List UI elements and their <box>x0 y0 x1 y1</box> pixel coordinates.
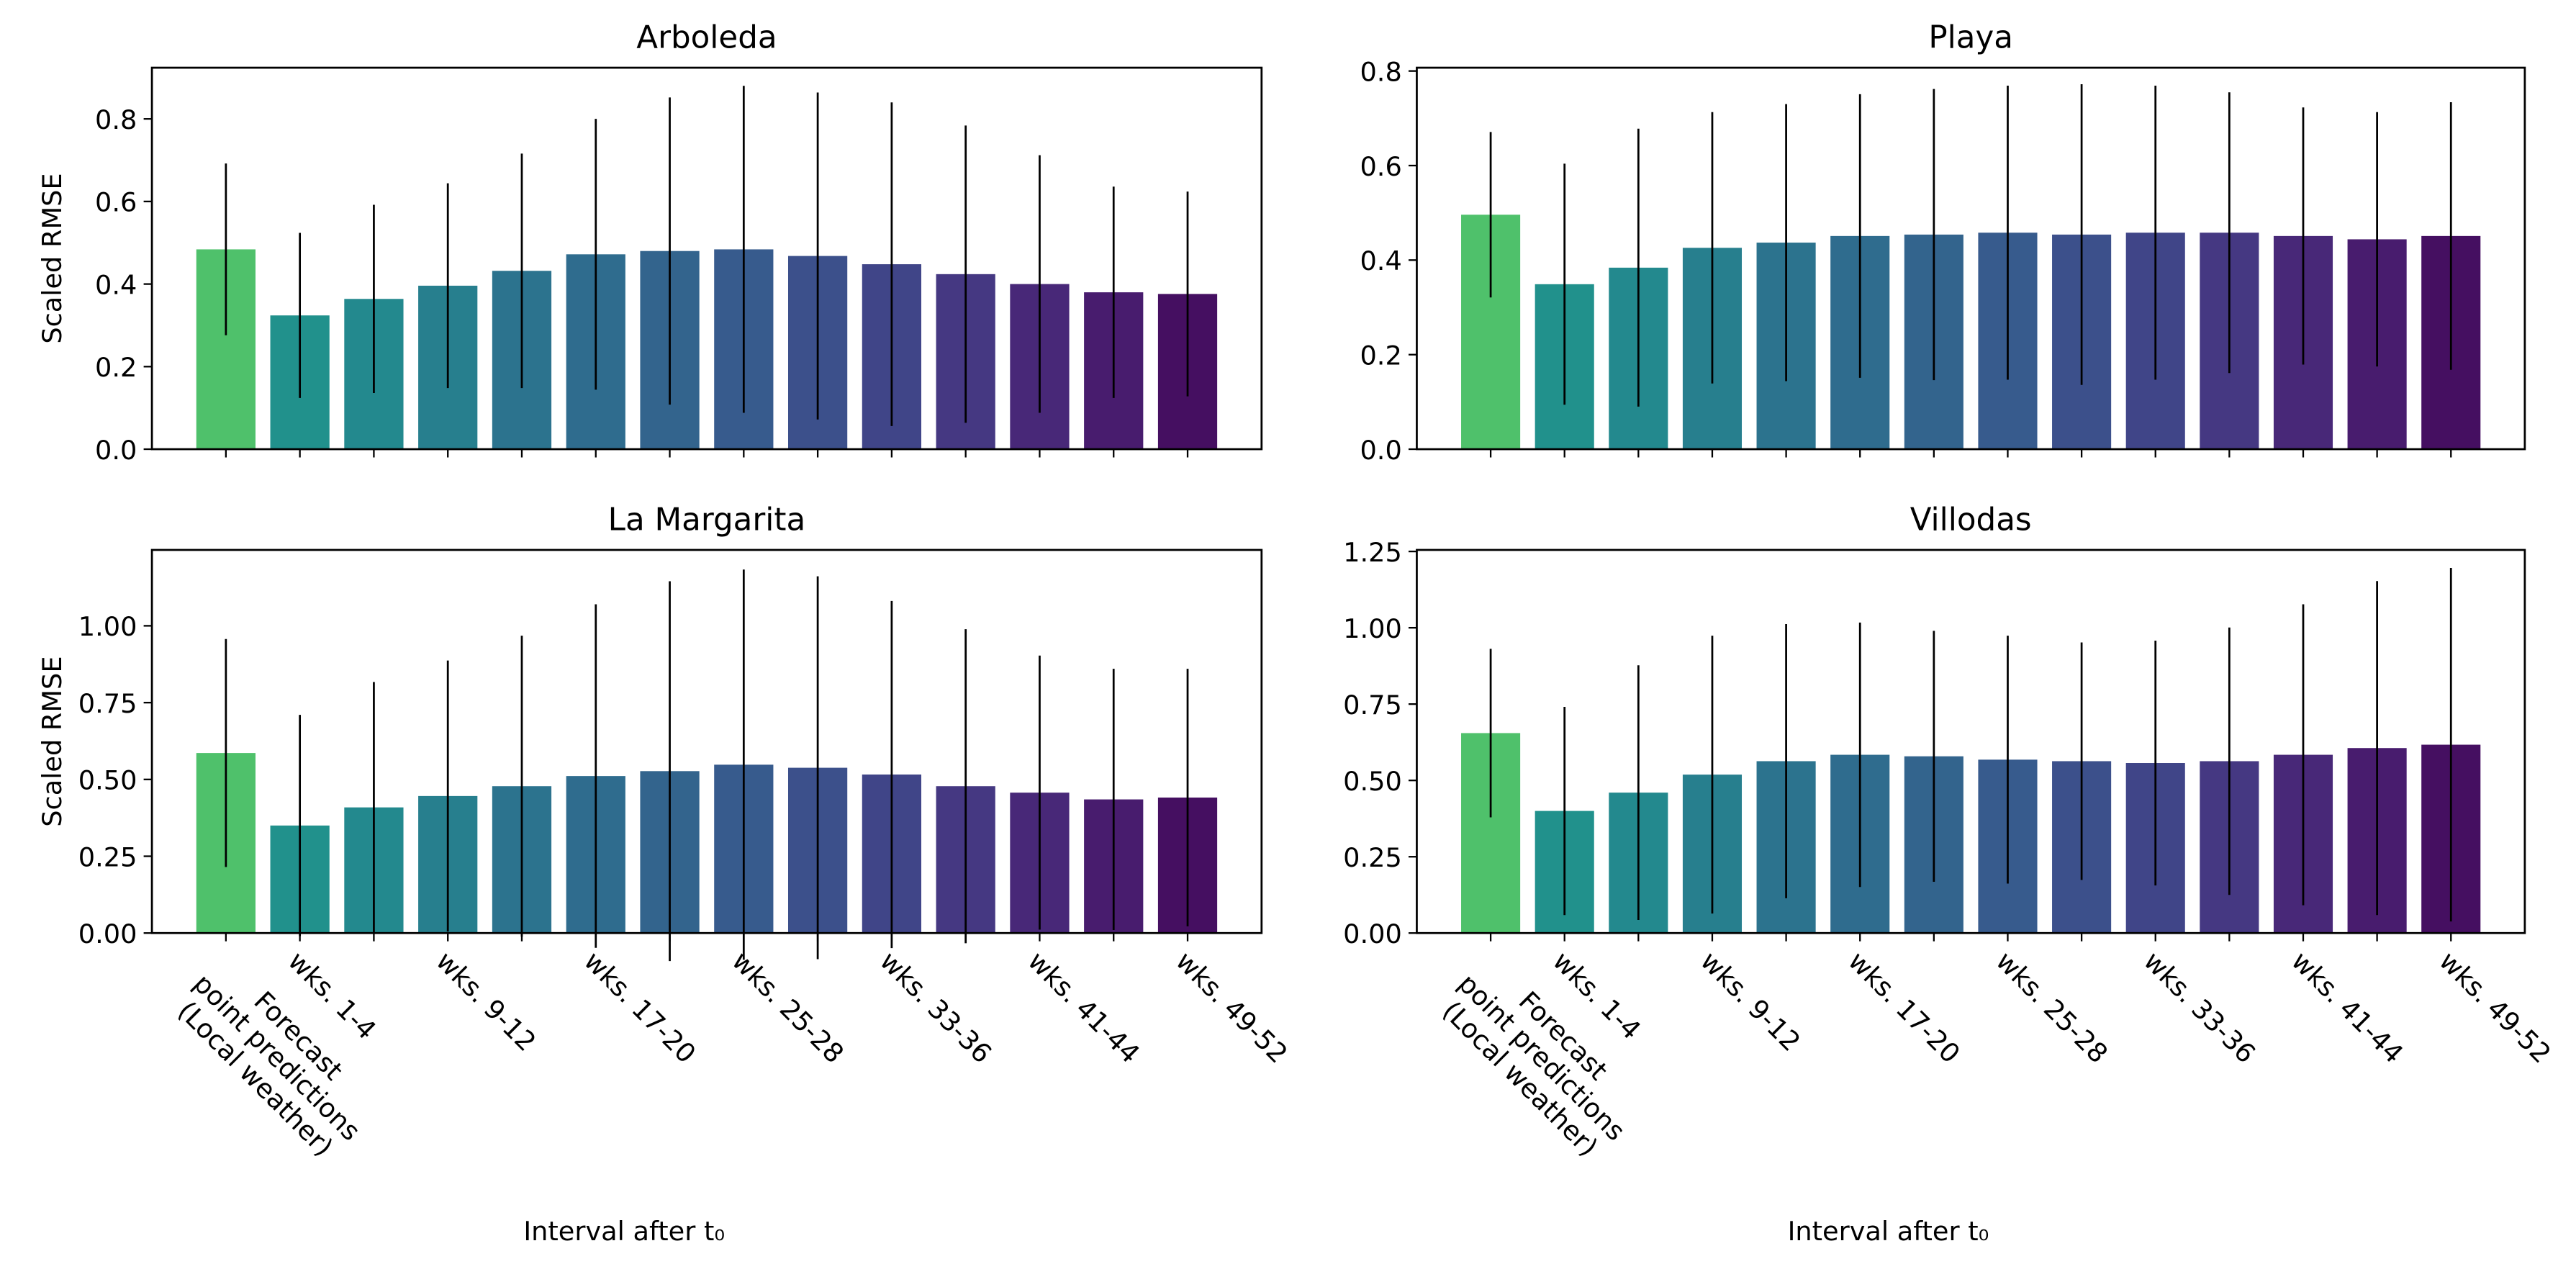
y-tick-label: 0.50 <box>78 765 137 796</box>
y-tick-label: 0.00 <box>78 918 137 949</box>
y-axis-label: Scaled RMSE <box>37 656 68 826</box>
y-tick-label: 0.50 <box>1343 766 1402 797</box>
chart-title: Villodas <box>1910 502 2032 538</box>
y-tick-label: 0.0 <box>1360 435 1401 466</box>
y-axis-label: Scaled RMSE <box>37 173 68 343</box>
y-tick-label: 1.00 <box>1343 613 1402 644</box>
y-tick-label: 0.0 <box>95 435 137 466</box>
chart-title: Arboleda <box>636 20 777 56</box>
y-tick-label: 1.25 <box>1343 537 1402 568</box>
y-tick-label: 0.8 <box>1360 56 1401 87</box>
y-tick-label: 0.6 <box>1360 151 1401 182</box>
y-tick-label: 0.75 <box>78 688 137 719</box>
x-axis-label: Interval after t₀ <box>1788 1216 1989 1247</box>
y-tick-label: 0.25 <box>1343 842 1402 873</box>
axes-frame <box>150 549 1263 934</box>
y-tick-label: 0.4 <box>95 269 137 300</box>
y-tick-label: 0.75 <box>1343 690 1402 721</box>
y-tick-label: 0.4 <box>1360 245 1401 276</box>
y-tick-label: 0.2 <box>95 352 137 383</box>
y-tick-label: 1.00 <box>78 611 137 642</box>
y-tick-label: 0.25 <box>78 841 137 872</box>
y-tick-label: 0.2 <box>1360 340 1401 371</box>
axes-frame <box>150 66 1263 451</box>
y-tick-label: 0.8 <box>95 104 137 135</box>
y-tick-label: 0.6 <box>95 187 137 218</box>
x-axis-label: Interval after t₀ <box>523 1216 725 1247</box>
chart-title: Playa <box>1928 20 2013 56</box>
axes-frame <box>1416 66 2526 451</box>
axes-frame <box>1416 549 2526 934</box>
chart-title: La Margarita <box>608 502 805 538</box>
y-tick-label: 0.00 <box>1343 918 1402 949</box>
